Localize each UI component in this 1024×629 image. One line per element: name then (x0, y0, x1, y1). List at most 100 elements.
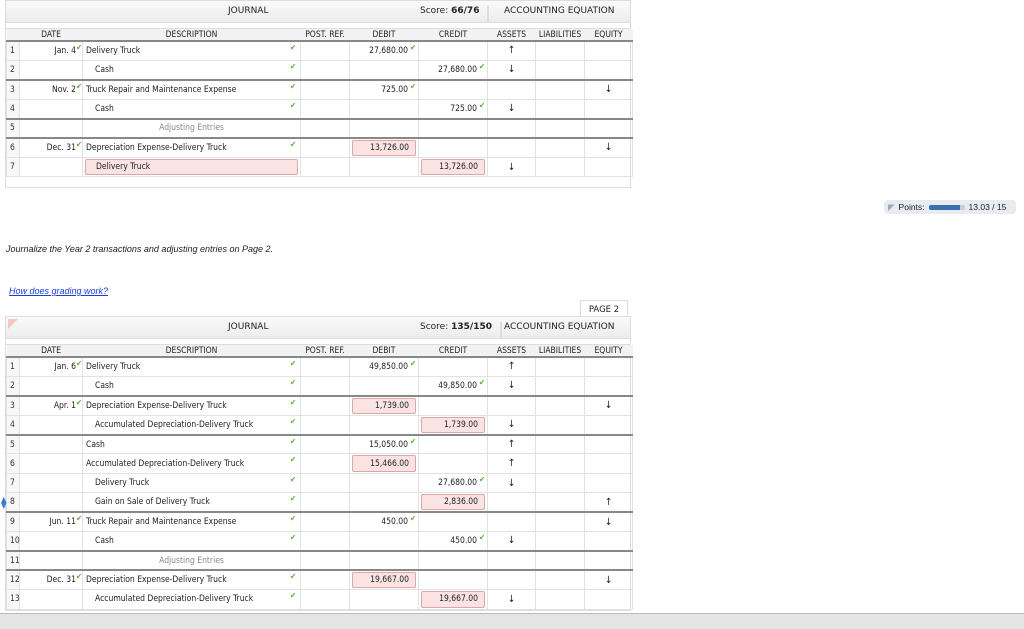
liabilities-arrow[interactable] (535, 549, 585, 571)
equity-arrow[interactable] (584, 356, 633, 377)
credit-cell[interactable] (418, 453, 488, 474)
debit-cell[interactable] (349, 117, 419, 139)
credit-cell[interactable]: 19,667.00 (418, 589, 488, 610)
liabilities-arrow[interactable] (535, 492, 585, 513)
assets-arrow[interactable]: ↓ (487, 98, 536, 120)
credit-cell[interactable] (418, 117, 488, 139)
liabilities-arrow[interactable] (535, 40, 585, 61)
credit-cell[interactable] (418, 394, 488, 416)
credit-cell[interactable] (418, 356, 488, 377)
date-cell[interactable] (19, 98, 83, 120)
equity-arrow[interactable] (584, 589, 633, 610)
debit-cell[interactable]: 27,680.00 ✔ (349, 40, 419, 61)
equity-arrow[interactable]: ↓ (584, 394, 633, 416)
credit-cell[interactable]: 49,850.00 ✔ (418, 375, 488, 397)
description-cell[interactable]: Adjusting Entries (82, 549, 301, 571)
equity-arrow[interactable] (584, 375, 633, 397)
equity-arrow[interactable] (584, 549, 633, 571)
date-cell[interactable]: Nov. 2 ✔ (19, 78, 83, 100)
description-cell[interactable]: Depreciation Expense-Delivery Truck ✔ (82, 136, 301, 158)
debit-cell[interactable] (349, 98, 419, 120)
equity-arrow[interactable] (584, 59, 633, 81)
debit-cell[interactable]: 450.00 ✔ (349, 511, 419, 533)
description-cell[interactable]: Cash ✔ (82, 433, 301, 455)
debit-cell[interactable]: 13,726.00 (349, 136, 419, 158)
date-cell[interactable]: Dec. 31 ✔ (19, 569, 83, 591)
debit-cell[interactable] (349, 589, 419, 610)
date-cell[interactable]: Apr. 1 ✔ (19, 394, 83, 416)
post-ref-cell[interactable] (300, 78, 350, 100)
post-ref-cell[interactable] (300, 40, 350, 61)
description-input-error[interactable]: Delivery Truck (85, 158, 298, 176)
liabilities-arrow[interactable] (535, 472, 585, 494)
description-cell[interactable]: Adjusting Entries (82, 117, 301, 139)
debit-cell[interactable]: 15,466.00 (349, 453, 419, 474)
description-cell[interactable]: Accumulated Depreciation-Delivery Truck ✔ (82, 589, 301, 610)
date-cell[interactable] (19, 589, 83, 610)
description-cell[interactable]: Accumulated Depreciation-Delivery Truck ✔ (82, 414, 301, 436)
post-ref-cell[interactable] (300, 569, 350, 591)
debit-cell[interactable] (349, 549, 419, 571)
credit-cell[interactable]: 2,836.00 (418, 492, 488, 513)
debit-cell[interactable] (349, 531, 419, 552)
date-cell[interactable] (19, 531, 83, 552)
equity-arrow[interactable] (584, 472, 633, 494)
description-cell[interactable]: Truck Repair and Maintenance Expense ✔ (82, 78, 301, 100)
credit-cell[interactable]: 27,680.00 ✔ (418, 472, 488, 494)
debit-input-error[interactable]: 19,667.00 (352, 572, 416, 589)
date-cell[interactable] (19, 433, 83, 455)
assets-arrow[interactable]: ↑ (487, 433, 536, 455)
credit-cell[interactable] (418, 433, 488, 455)
equity-arrow[interactable]: ↓ (584, 511, 633, 533)
debit-cell[interactable]: 19,667.00 (349, 569, 419, 591)
credit-cell[interactable]: 13,726.00 (418, 156, 488, 178)
description-cell[interactable]: Depreciation Expense-Delivery Truck ✔ (82, 569, 301, 591)
liabilities-arrow[interactable] (535, 156, 585, 178)
date-cell[interactable] (19, 472, 83, 494)
debit-input-error[interactable]: 13,726.00 (352, 139, 416, 156)
liabilities-arrow[interactable] (535, 531, 585, 552)
description-cell[interactable]: Gain on Sale of Delivery Truck ✔ (82, 492, 301, 513)
equity-arrow[interactable]: ↑ (584, 492, 633, 513)
post-ref-cell[interactable] (300, 414, 350, 436)
liabilities-arrow[interactable] (535, 356, 585, 377)
post-ref-cell[interactable] (300, 394, 350, 416)
assets-arrow[interactable] (487, 136, 536, 158)
assets-arrow[interactable] (487, 511, 536, 533)
credit-cell[interactable] (418, 40, 488, 61)
debit-cell[interactable] (349, 59, 419, 81)
liabilities-arrow[interactable] (535, 136, 585, 158)
credit-input-error[interactable]: 19,667.00 (421, 591, 485, 608)
liabilities-arrow[interactable] (535, 433, 585, 455)
credit-input-error[interactable]: 2,836.00 (421, 494, 485, 511)
description-cell[interactable]: Delivery Truck ✔ (82, 472, 301, 494)
debit-cell[interactable]: 15,050.00 ✔ (349, 433, 419, 455)
horizontal-scrollbar[interactable] (0, 613, 1024, 629)
debit-input-error[interactable]: 1,739.00 (352, 397, 416, 414)
description-cell[interactable]: Accumulated Depreciation-Delivery Truck ✔ (82, 453, 301, 474)
liabilities-arrow[interactable] (535, 117, 585, 139)
debit-input-error[interactable]: 15,466.00 (352, 455, 416, 472)
debit-cell[interactable] (349, 472, 419, 494)
assets-arrow[interactable]: ↓ (487, 414, 536, 436)
debit-cell[interactable]: 49,850.00 ✔ (349, 356, 419, 377)
post-ref-cell[interactable] (300, 531, 350, 552)
equity-arrow[interactable]: ↓ (584, 78, 633, 100)
post-ref-cell[interactable] (300, 136, 350, 158)
date-cell[interactable]: Jan. 4 ✔ (19, 40, 83, 61)
description-cell[interactable]: Delivery Truck ✔ (82, 356, 301, 377)
grading-help-link[interactable]: How does grading work? (9, 286, 109, 296)
equity-arrow[interactable] (584, 40, 633, 61)
post-ref-cell[interactable] (300, 472, 350, 494)
description-cell[interactable]: Depreciation Expense-Delivery Truck ✔ (82, 394, 301, 416)
liabilities-arrow[interactable] (535, 453, 585, 474)
equity-arrow[interactable] (584, 156, 633, 178)
date-cell[interactable]: Jan. 6 ✔ (19, 356, 83, 377)
date-cell[interactable]: Jun. 11 ✔ (19, 511, 83, 533)
post-ref-cell[interactable] (300, 356, 350, 377)
equity-arrow[interactable] (584, 433, 633, 455)
post-ref-cell[interactable] (300, 453, 350, 474)
description-cell[interactable]: Delivery Truck (82, 156, 301, 178)
liabilities-arrow[interactable] (535, 78, 585, 100)
assets-arrow[interactable]: ↓ (487, 156, 536, 178)
